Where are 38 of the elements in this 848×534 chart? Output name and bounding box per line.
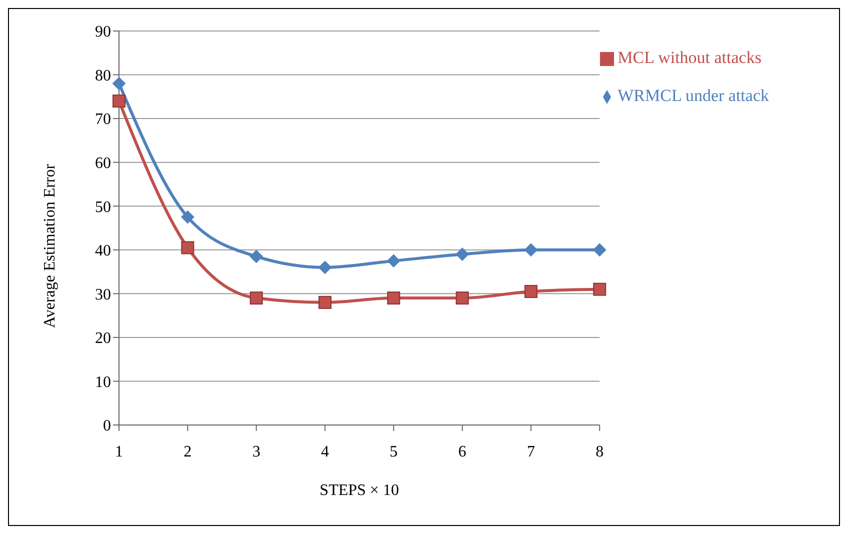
point	[112, 94, 126, 108]
y-axis-title: Average Estimation Error	[42, 163, 59, 328]
point	[318, 296, 332, 309]
x-axis-title: STEPS × 10	[320, 482, 399, 499]
legend-label: WRMCL under attack	[618, 86, 769, 105]
x-tick-label: 6	[458, 443, 466, 460]
x-tick-label: 2	[184, 443, 192, 460]
y-tick-label: 60	[95, 155, 111, 172]
point	[456, 292, 469, 305]
point	[250, 250, 263, 263]
y-tick-label: 30	[95, 286, 111, 304]
x-tick-label: 4	[320, 443, 329, 460]
x-tick-label: 8	[596, 443, 604, 460]
y-tick-label: 90	[95, 24, 111, 41]
y-tick-label: 80	[95, 67, 111, 84]
y-tick-label: 20	[95, 330, 111, 348]
point	[181, 241, 194, 254]
point	[524, 284, 538, 298]
point	[318, 260, 332, 274]
point	[456, 248, 469, 261]
point	[112, 77, 126, 90]
y-tick-label: 50	[95, 198, 111, 216]
point	[387, 254, 400, 268]
point	[387, 292, 400, 305]
y-tick-label: 40	[95, 242, 111, 260]
point	[250, 292, 263, 305]
x-tick-label: 7	[526, 443, 535, 460]
y-tick-label: 10	[95, 374, 111, 391]
legend-label: MCL without attacks	[618, 48, 762, 67]
point	[181, 210, 194, 224]
x-tick-label: 3	[252, 443, 260, 460]
y-tick-label: 70	[95, 111, 111, 128]
point	[593, 282, 606, 296]
point	[593, 243, 606, 256]
point	[524, 243, 538, 256]
x-tick-label: 1	[115, 443, 123, 460]
y-tick-label: 0	[103, 418, 111, 435]
x-tick-label: 5	[390, 443, 398, 460]
